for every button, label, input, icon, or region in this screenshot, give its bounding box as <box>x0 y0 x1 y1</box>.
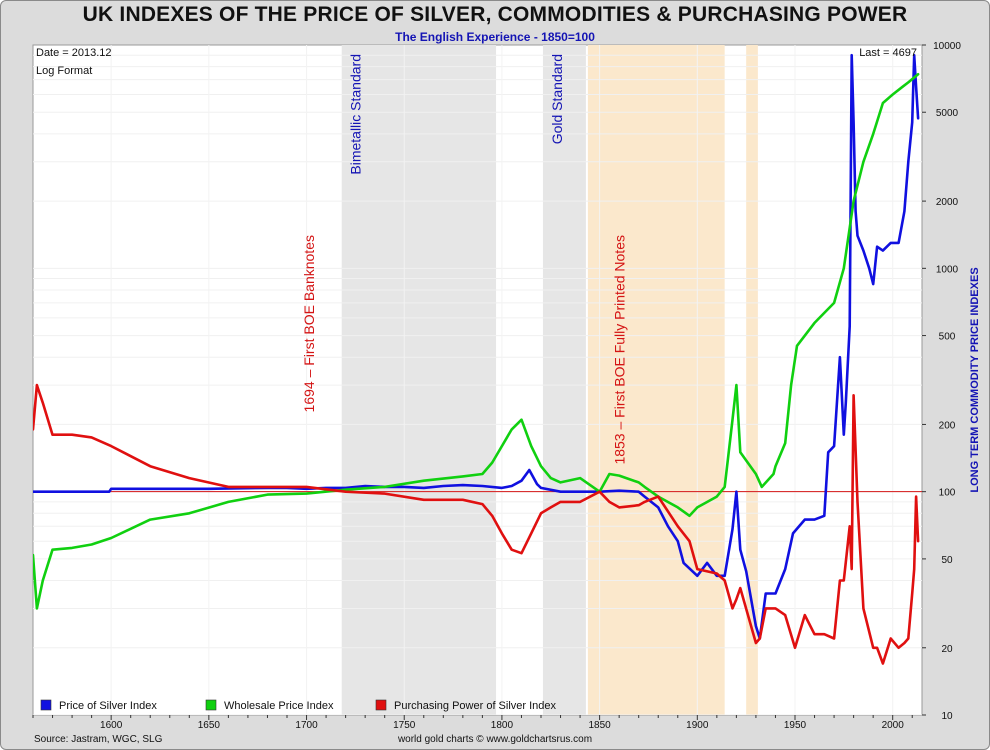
y-tick-label: 20 <box>941 644 953 655</box>
annotation-0: Bimetallic Standard <box>348 54 364 175</box>
date-note: Date = 2013.12 <box>36 47 112 59</box>
legend-label-1: Wholesale Price Index <box>224 700 334 712</box>
x-tick-label: 1950 <box>784 720 807 731</box>
y-axis-label: LONG TERM COMMODITY PRICE INDEXES <box>969 267 981 492</box>
x-tick-label: 1850 <box>588 720 611 731</box>
source-note: Source: Jastram, WGC, SLG <box>34 734 163 745</box>
shaded-period-2 <box>587 45 725 715</box>
series-line-2 <box>33 383 920 665</box>
y-tick-label: 10 <box>941 711 953 722</box>
shaded-period-1 <box>542 45 586 715</box>
x-tick-label: 1800 <box>491 720 514 731</box>
y-tick-label: 200 <box>939 420 956 431</box>
format-note: Log Format <box>36 65 92 77</box>
annotation-3: 1853 – First BOE Fully Printed Notes <box>611 235 627 465</box>
y-tick-label: 100 <box>939 488 956 499</box>
y-axis: 10 20 50 100 200 500 1000 2000 5000 10000 <box>922 41 961 722</box>
legend-label-2: Purchasing Power of Silver Index <box>394 700 557 712</box>
annotations: Bimetallic Standard Gold Standard 1694 – F… <box>301 54 628 465</box>
y-tick-label: 1000 <box>936 264 959 275</box>
x-tick-label: 1700 <box>295 720 318 731</box>
y-tick-label: 5000 <box>936 108 959 119</box>
chart-subtitle: The English Experience - 1850=100 <box>395 30 595 44</box>
legend-label-0: Price of Silver Index <box>59 700 157 712</box>
x-tick-label: 1650 <box>198 720 221 731</box>
annotation-2: 1694 – First BOE Banknotes <box>301 235 317 412</box>
y-tick-label: 10000 <box>933 41 961 52</box>
x-tick-label: 1900 <box>686 720 709 731</box>
y-tick-label: 50 <box>941 555 953 566</box>
legend-swatch-0 <box>40 699 52 711</box>
annotation-1: Gold Standard <box>549 54 565 144</box>
y-tick-label: 2000 <box>936 197 959 208</box>
shaded-period-3 <box>746 45 758 715</box>
series-line-1 <box>33 72 920 610</box>
x-axis: 1600 1650 1700 1750 1800 1850 1900 1950 2000 <box>32 715 913 731</box>
shaded-periods <box>341 45 758 715</box>
legend-swatch-1 <box>205 699 217 711</box>
y-tick-label: 500 <box>939 332 956 343</box>
last-value-note: Last = 4697 <box>859 47 917 59</box>
chart-title: UK INDEXES OF THE PRICE OF SILVER, COMMO… <box>82 3 908 26</box>
x-tick-label: 2000 <box>882 720 905 731</box>
shaded-period-0 <box>341 45 497 715</box>
credit-note: world gold charts © www.goldchartsrus.co… <box>397 734 593 745</box>
legend-swatch-2 <box>375 699 387 711</box>
legend: Price of Silver Index Wholesale Price Ind… <box>40 699 557 712</box>
series-lines <box>33 53 920 665</box>
x-tick-label: 1600 <box>100 720 123 731</box>
x-tick-label: 1750 <box>393 720 416 731</box>
